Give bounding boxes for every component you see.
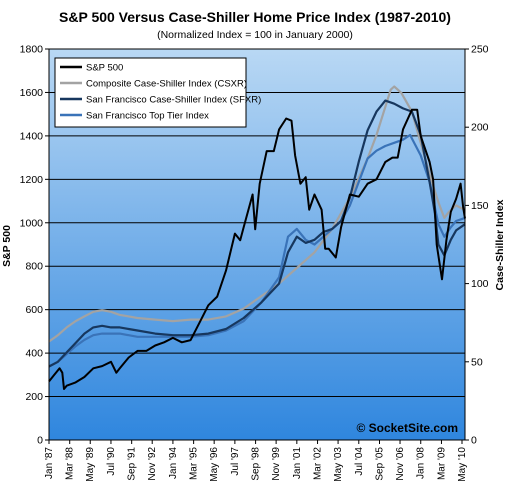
x-tick-label: Sep '98 bbox=[251, 447, 262, 481]
y-tick-label: 400 bbox=[25, 348, 43, 360]
legend-label: S&P 500 bbox=[86, 63, 123, 74]
y2-tick-label: 150 bbox=[471, 200, 489, 212]
y-axis-right: 0 50 100 150 200 250 bbox=[465, 44, 489, 447]
series-line-0 bbox=[48, 108, 466, 390]
y-tick-label: 600 bbox=[25, 304, 43, 316]
x-axis: Jan '87 Mar '88 May '89 Jul '90 Sep '91 Nov '… bbox=[44, 440, 468, 482]
legend: S&P 500 Composite Case-Shiller Index (CSX… bbox=[54, 57, 261, 128]
x-tick-label: Jul '90 bbox=[106, 447, 117, 476]
y-tick-label: 800 bbox=[25, 261, 43, 273]
y-tick-label: 1000 bbox=[20, 217, 44, 229]
watermark: © SocketSite.com bbox=[356, 421, 458, 435]
plot-border bbox=[48, 48, 466, 441]
x-tick-label: Jul '04 bbox=[354, 447, 365, 476]
x-tick-label: Mar '88 bbox=[65, 447, 76, 480]
y2-tick-label: 50 bbox=[471, 356, 483, 368]
series-group bbox=[48, 85, 466, 390]
y-tick-label: 1200 bbox=[20, 174, 44, 186]
y2-tick-label: 200 bbox=[471, 122, 489, 134]
x-tick-label: Mar '95 bbox=[189, 447, 200, 480]
y2-tick-label: 0 bbox=[471, 435, 477, 447]
x-tick-label: Mar '09 bbox=[436, 447, 447, 480]
chart-title: S&P 500 Versus Case-Shiller Home Price I… bbox=[59, 9, 451, 25]
x-tick-label: May '10 bbox=[457, 447, 468, 482]
x-tick-label: Jan '08 bbox=[416, 447, 427, 479]
x-tick-label: Sep '91 bbox=[127, 447, 138, 481]
chart-subtitle: (Normalized Index = 100 in January 2000) bbox=[157, 29, 353, 41]
y-tick-label: 0 bbox=[37, 435, 43, 447]
x-tick-label: Jul '97 bbox=[230, 447, 241, 476]
x-tick-label: Mar '02 bbox=[313, 447, 324, 480]
x-tick-label: Nov '92 bbox=[147, 447, 158, 481]
x-tick-label: May '96 bbox=[209, 447, 220, 482]
y-tick-label: 1800 bbox=[20, 44, 44, 56]
y-tick-label: 1600 bbox=[20, 87, 44, 99]
legend-label: San Francisco Top Tier Index bbox=[86, 111, 209, 122]
x-tick-label: May '89 bbox=[85, 447, 96, 482]
x-tick-label: Jan '01 bbox=[292, 447, 303, 479]
y-axis-label: S&P 500 bbox=[1, 225, 13, 267]
x-tick-label: May '03 bbox=[333, 447, 344, 482]
y-axis-left: 0 200 400 600 800 1000 1200 1400 1600 1800 bbox=[20, 44, 49, 447]
x-tick-label: Jan '94 bbox=[168, 447, 179, 479]
legend-label: Composite Case-Shiller Index (CSXR) bbox=[86, 79, 247, 90]
x-tick-label: Sep '05 bbox=[374, 447, 385, 481]
series-line-3 bbox=[48, 133, 466, 368]
x-tick-label: Nov '99 bbox=[271, 447, 282, 481]
y-tick-label: 200 bbox=[25, 391, 43, 403]
legend-box bbox=[54, 57, 247, 128]
x-tick-label: Nov '06 bbox=[395, 447, 406, 481]
legend-label: San Francisco Case-Shiller Index (SFXR) bbox=[86, 95, 261, 106]
y2-axis-label: Case-Shiller Index bbox=[494, 199, 506, 290]
y-tick-label: 1400 bbox=[20, 130, 44, 142]
y2-tick-label: 250 bbox=[471, 44, 489, 56]
x-tick-label: Jan '87 bbox=[44, 447, 55, 479]
y2-tick-label: 100 bbox=[471, 278, 489, 290]
